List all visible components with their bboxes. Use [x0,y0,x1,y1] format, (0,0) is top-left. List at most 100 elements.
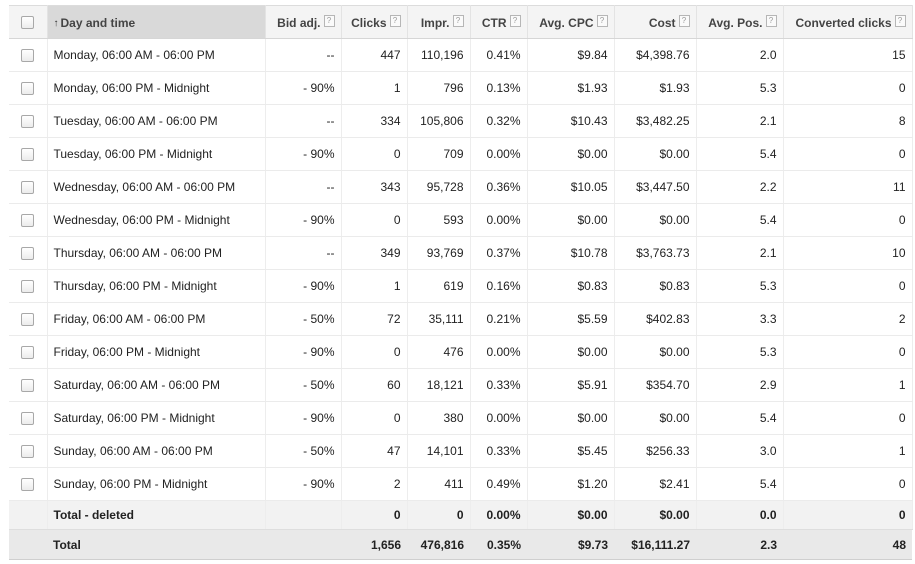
select-all-cell [9,5,48,39]
converted-clicks-cell: 0 [783,71,913,105]
row-checkbox[interactable] [21,346,35,360]
stats-table: ↑ Day and time Bid adj.? Clicks? Impr.? C… [9,5,913,560]
column-header-label: Avg. Pos. [708,15,763,30]
ctr-cell: 0.00% [470,137,528,171]
row-checkbox[interactable] [21,478,35,492]
clicks-cell: 1 [341,71,408,105]
row-checkbox[interactable] [21,412,35,426]
impr-cell: 796 [407,71,471,105]
ctr-cell: 0.13% [470,71,528,105]
help-icon[interactable]: ? [765,14,777,27]
row-checkbox[interactable] [21,280,35,294]
avg-cpc-cell: $10.78 [527,236,615,270]
converted-clicks-cell: 0 [783,137,913,171]
column-header-label: CTR [481,15,507,30]
day-and-time-cell: Tuesday, 06:00 AM - 06:00 PM [47,104,266,138]
column-header-label: Day and time [60,15,136,30]
impr-cell: 593 [407,203,471,237]
converted-clicks-cell: 8 [783,104,913,138]
day-and-time-cell: Wednesday, 06:00 AM - 06:00 PM [47,170,266,204]
converted-clicks-cell: 1 [783,368,913,402]
select-all-checkbox[interactable] [21,16,35,30]
table-row: Tuesday, 06:00 AM - 06:00 PM -- 334 105,806… [9,104,913,138]
row-select-cell [9,368,48,402]
row-checkbox[interactable] [21,445,35,459]
clicks-cell: 47 [341,434,408,468]
help-icon[interactable]: ? [596,14,608,27]
help-icon[interactable]: ? [678,14,690,27]
column-header-cost[interactable]: Cost? [614,5,697,39]
column-header-avg-cpc[interactable]: Avg. CPC? [527,5,615,39]
bid-adj-cell: -- [265,170,342,204]
avg-pos-cell: 5.3 [696,335,784,369]
avg-cpc-cell: $0.00 [527,137,615,171]
converted-clicks-cell: 10 [783,236,913,270]
row-select-cell [9,38,48,72]
total-deleted-label: Total - deleted [47,500,266,530]
day-and-time-cell: Sunday, 06:00 PM - Midnight [47,467,266,501]
day-and-time-cell: Monday, 06:00 AM - 06:00 PM [47,38,266,72]
bid-adj-cell: - 90% [265,71,342,105]
row-checkbox[interactable] [21,148,35,162]
converted-clicks-cell: 0 [783,401,913,435]
header-row: ↑ Day and time Bid adj.? Clicks? Impr.? C… [9,5,913,39]
column-header-avg-pos[interactable]: Avg. Pos.? [696,5,784,39]
row-checkbox[interactable] [21,49,35,63]
bid-adj-cell: - 50% [265,302,342,336]
converted-clicks-cell: 15 [783,38,913,72]
row-checkbox[interactable] [21,115,35,129]
avg-cpc-cell: $5.45 [527,434,615,468]
converted-clicks-cell: 0 [783,467,913,501]
day-and-time-cell: Monday, 06:00 PM - Midnight [47,71,266,105]
row-select-cell [9,467,48,501]
row-checkbox[interactable] [21,82,35,96]
day-and-time-cell: Saturday, 06:00 PM - Midnight [47,401,266,435]
row-select-cell [9,236,48,270]
day-and-time-cell: Saturday, 06:00 AM - 06:00 PM [47,368,266,402]
ctr-cell: 0.49% [470,467,528,501]
avg-pos-cell: 5.4 [696,137,784,171]
avg-pos-cell: 3.0 [696,434,784,468]
bid-adj-cell: - 90% [265,335,342,369]
column-header-impr[interactable]: Impr.? [407,5,471,39]
avg-pos-cell: 2.9 [696,368,784,402]
cost-cell: $256.33 [614,434,697,468]
day-and-time-cell: Wednesday, 06:00 PM - Midnight [47,203,266,237]
help-icon[interactable]: ? [389,14,401,27]
help-icon[interactable]: ? [452,14,464,27]
column-header-day-and-time[interactable]: ↑ Day and time [47,5,266,39]
day-and-time-cell: Sunday, 06:00 AM - 06:00 PM [47,434,266,468]
avg-pos-cell: 5.4 [696,203,784,237]
row-checkbox[interactable] [21,313,35,327]
row-select-cell [9,170,48,204]
avg-cpc-cell: $1.20 [527,467,615,501]
column-header-clicks[interactable]: Clicks? [341,5,408,39]
row-checkbox[interactable] [21,379,35,393]
converted-clicks-cell: 0 [783,203,913,237]
row-select-cell [9,71,48,105]
clicks-cell: 0 [341,335,408,369]
table-row: Sunday, 06:00 PM - Midnight - 90% 2 411 0.49… [9,467,913,501]
ctr-cell: 0.21% [470,302,528,336]
column-header-converted-clicks[interactable]: Converted clicks? [783,5,913,39]
help-icon[interactable]: ? [894,14,906,27]
row-checkbox[interactable] [21,247,35,261]
row-checkbox[interactable] [21,214,35,228]
table-row: Saturday, 06:00 AM - 06:00 PM - 50% 60 18,1… [9,368,913,402]
day-and-time-cell: Thursday, 06:00 AM - 06:00 PM [47,236,266,270]
row-checkbox[interactable] [21,181,35,195]
column-header-bid-adj[interactable]: Bid adj.? [265,5,342,39]
help-icon[interactable]: ? [509,14,521,27]
impr-cell: 476,816 [407,529,470,560]
avg-pos-cell: 5.4 [696,467,784,501]
day-and-time-cell: Friday, 06:00 PM - Midnight [47,335,266,369]
column-header-label: Cost [648,15,676,30]
converted-clicks-cell: 0 [783,269,913,303]
bid-adj-cell: -- [265,38,342,72]
empty-cell [9,500,48,530]
avg-pos-cell: 2.1 [696,236,784,270]
avg-pos-cell: 2.3 [696,529,783,560]
help-icon[interactable]: ? [323,14,335,27]
column-header-ctr[interactable]: CTR? [470,5,528,39]
bid-adj-cell: - 90% [265,269,342,303]
